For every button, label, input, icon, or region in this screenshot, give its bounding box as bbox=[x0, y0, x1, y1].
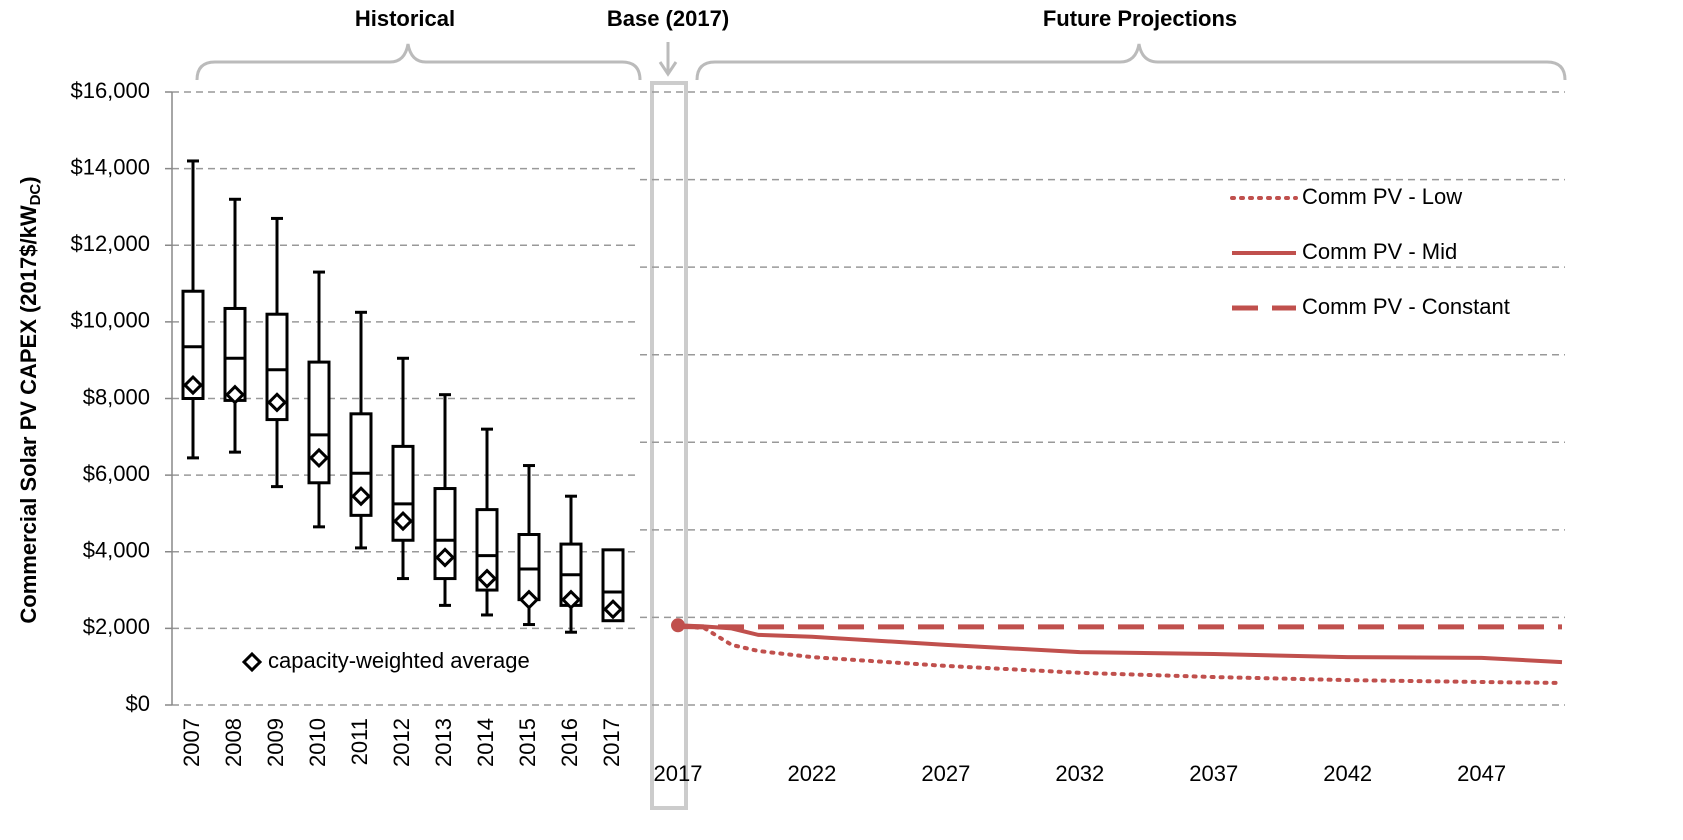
mean-marker bbox=[434, 547, 456, 568]
x-tick-label: 2012 bbox=[389, 718, 414, 767]
annotation: Future Projections bbox=[1043, 6, 1237, 31]
x-tick-label: 2008 bbox=[221, 718, 246, 767]
y-tick-label: $4,000 bbox=[83, 538, 150, 563]
x-tick-label: 2007 bbox=[179, 718, 204, 767]
braces bbox=[195, 42, 1567, 81]
mean-marker bbox=[392, 510, 414, 532]
x-tick-label: 2014 bbox=[473, 718, 498, 767]
historical-brace bbox=[195, 43, 642, 81]
legend-label: Comm PV - Low bbox=[1302, 184, 1462, 209]
y-axis-title-main: Commercial Solar PV CAPEX (2017$/kW bbox=[16, 205, 41, 623]
y-axis-title-end: ) bbox=[16, 176, 41, 183]
y-tick-label: $10,000 bbox=[70, 308, 150, 333]
mean-marker bbox=[350, 486, 372, 507]
x-tick-label: 2042 bbox=[1323, 761, 1372, 786]
y-axis-title-sub: DC bbox=[27, 184, 44, 206]
x-tick-label: 2015 bbox=[515, 718, 540, 767]
x-tick-label: 2010 bbox=[305, 718, 330, 767]
x-tick-label: 2017 bbox=[654, 761, 703, 786]
base-arrow bbox=[658, 42, 678, 77]
legend-label: capacity-weighted average bbox=[268, 648, 530, 673]
y-tick-label: $14,000 bbox=[70, 154, 150, 179]
legend-label: Comm PV - Constant bbox=[1302, 294, 1510, 319]
x-tick-label: 2013 bbox=[431, 718, 456, 767]
x-tick-label: 2037 bbox=[1189, 761, 1238, 786]
x-tick-label: 2011 bbox=[347, 718, 372, 765]
mean-marker bbox=[182, 374, 204, 396]
base-point bbox=[671, 618, 685, 633]
x-tick-label: 2022 bbox=[787, 761, 836, 786]
x-tick-label: 2027 bbox=[921, 761, 970, 786]
base-box bbox=[650, 81, 688, 810]
legend-label: Comm PV - Mid bbox=[1302, 239, 1457, 264]
mean-marker bbox=[308, 447, 330, 469]
mean-marker bbox=[224, 384, 246, 405]
mean-marker bbox=[476, 568, 498, 589]
future-brace bbox=[695, 43, 1567, 81]
y-axis-title: Commercial Solar PV CAPEX (2017$/kWDC) bbox=[16, 176, 44, 623]
y-tick-label: $16,000 bbox=[70, 78, 150, 103]
y-tick-label: $8,000 bbox=[83, 384, 150, 409]
x-tick-label: 2032 bbox=[1055, 761, 1104, 786]
mean-marker bbox=[560, 589, 582, 610]
x-tick-label: 2047 bbox=[1457, 761, 1506, 786]
box bbox=[475, 508, 499, 592]
y-tick-label: $12,000 bbox=[70, 231, 150, 256]
legend-marker bbox=[241, 651, 263, 673]
annotation: Historical bbox=[355, 6, 455, 31]
box bbox=[307, 360, 331, 485]
box bbox=[349, 412, 373, 517]
mean-marker bbox=[266, 392, 288, 413]
x-tick-label: 2017 bbox=[599, 718, 624, 767]
y-tick-label: $0 bbox=[126, 691, 150, 716]
box bbox=[181, 289, 205, 401]
mean-marker bbox=[602, 599, 624, 620]
mean-marker bbox=[518, 589, 540, 610]
x-tick-label: 2016 bbox=[557, 718, 582, 767]
annotation: Base (2017) bbox=[607, 6, 729, 31]
y-tick-label: $6,000 bbox=[83, 461, 150, 486]
series-line bbox=[676, 623, 1564, 685]
box bbox=[265, 312, 289, 422]
y-tick-label: $2,000 bbox=[83, 614, 150, 639]
box bbox=[601, 548, 625, 623]
x-tick-label: 2009 bbox=[263, 718, 288, 767]
